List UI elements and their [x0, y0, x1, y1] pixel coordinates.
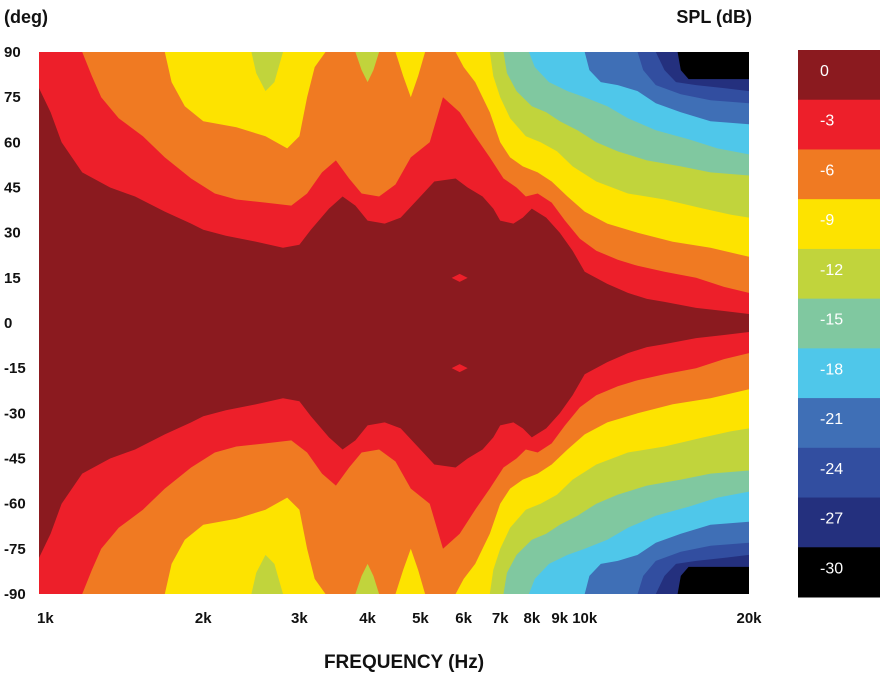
x-axis-label: FREQUENCY (Hz) [324, 652, 484, 673]
x-tick-label: 2k [195, 610, 212, 627]
colorbar: 0 -3 -6 -9 -12 -15 -18 -21 -24 -27 -30 [798, 50, 880, 598]
y-tick-label: -90 [4, 586, 26, 603]
colorbar-swatch [798, 348, 880, 399]
heatmap-contour-regions [39, 52, 749, 594]
y-unit-label: (deg) [4, 7, 48, 27]
colorbar-level-label: -15 [820, 312, 843, 329]
y-tick-label: -75 [4, 541, 26, 558]
x-tick-label: 3k [291, 610, 308, 627]
y-tick-label: 45 [4, 180, 21, 197]
x-tick-label: 1k [37, 610, 54, 627]
x-tick-label: 6k [455, 610, 472, 627]
x-tick-label: 4k [359, 610, 376, 627]
y-tick-label: 90 [4, 44, 21, 61]
contour-region-minus27-lower [39, 554, 749, 594]
contour-region-minus18-upper [39, 52, 749, 155]
y-tick-label: 60 [4, 134, 21, 151]
heatmap-plot [39, 52, 749, 594]
x-tick-label: 5k [412, 610, 429, 627]
colorbar-level-label: -30 [820, 560, 843, 577]
contour-region-minus18-lower [39, 491, 749, 594]
colorbar-swatch [798, 398, 880, 449]
colorbar-level-label: -9 [820, 212, 834, 229]
colorbar-swatch [798, 447, 880, 499]
x-tick-label: 7k [492, 610, 509, 627]
y-tick-label: 30 [4, 225, 21, 242]
y-tick-label: -30 [4, 405, 26, 422]
y-tick-label: -60 [4, 496, 26, 513]
colorbar-swatch [798, 99, 880, 150]
contour-region-minus27-upper [39, 52, 749, 92]
colorbar-swatch [798, 497, 880, 548]
colorbar-level-label: -18 [820, 361, 843, 378]
y-tick-label: -15 [4, 360, 26, 377]
y-tick-label: 15 [4, 270, 21, 287]
colorbar-level-label: 0 [820, 63, 829, 80]
y-tick-label: 0 [4, 315, 12, 332]
contour-island-1 [451, 273, 468, 282]
x-axis-ticks: 1k 2k 3k 4k 5k 6k 7k 8k 9k 10k 20k [37, 610, 762, 627]
colorbar-level-label: -6 [820, 162, 834, 179]
contour-island-2 [451, 364, 468, 373]
colorbar-swatch [798, 199, 880, 250]
colorbar-swatch [798, 298, 880, 349]
colorbar-swatch [798, 547, 880, 598]
colorbar-level-label: -24 [820, 461, 843, 478]
colorbar-level-label: -27 [820, 511, 843, 528]
y-tick-label: -45 [4, 451, 26, 468]
x-tick-label: 8k [523, 610, 540, 627]
colorbar-level-label: -21 [820, 411, 843, 428]
y-tick-label: 75 [4, 89, 21, 106]
colorbar-level-label: -3 [820, 113, 834, 130]
x-tick-label: 9k [551, 610, 568, 627]
x-tick-label: 20k [736, 610, 762, 627]
colorbar-swatch [798, 248, 880, 300]
y-axis-ticks: 90 75 60 45 30 15 0 -15 -30 -45 -60 -75 -90 [4, 44, 26, 603]
x-tick-label: 10k [572, 610, 598, 627]
colorbar-swatch [798, 149, 880, 200]
colorbar-swatch [798, 50, 880, 101]
colorbar-title: SPL (dB) [676, 7, 752, 27]
colorbar-level-label: -12 [820, 262, 843, 279]
